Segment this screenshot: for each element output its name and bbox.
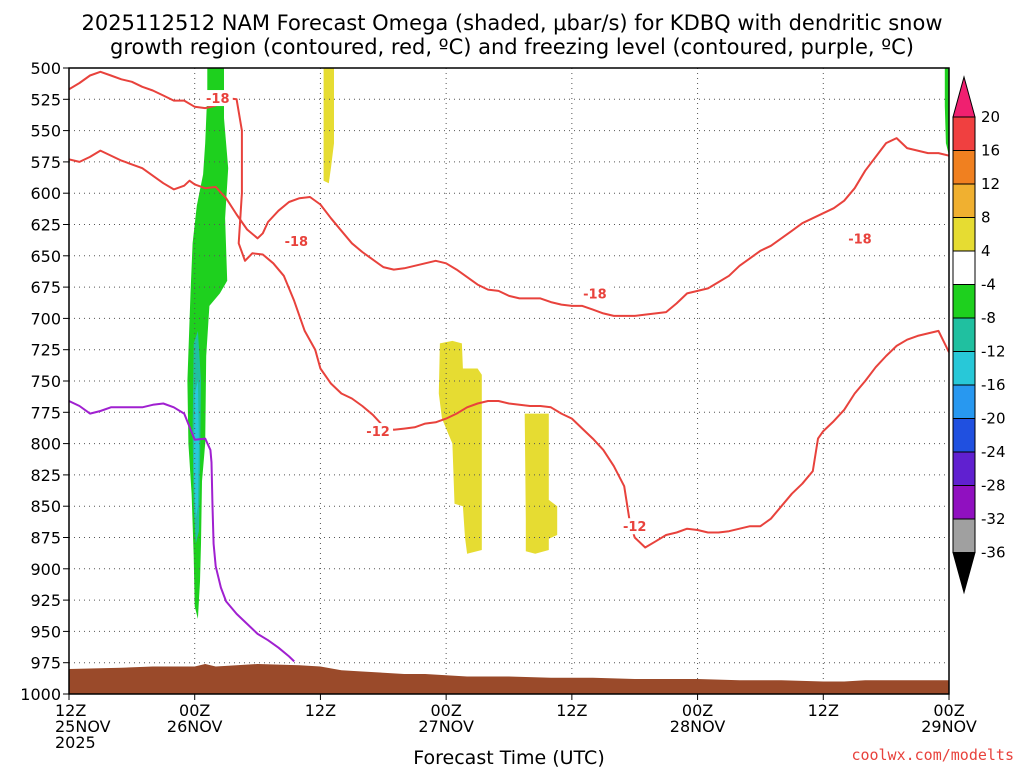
colorbar-segment: [952, 183, 976, 218]
x-tick-label: 28NOV: [670, 717, 726, 736]
x-tick-label: 26NOV: [167, 717, 223, 736]
omega-cyan-core: [193, 381, 199, 519]
colorbar-label: -16: [981, 376, 1006, 394]
credit-text: coolwx.com/modelts: [851, 746, 1014, 764]
y-tick-label: 625: [30, 216, 61, 235]
y-tick-label: 875: [30, 529, 61, 548]
colorbar-segment: [952, 217, 976, 252]
y-tick-label: 800: [30, 435, 61, 454]
colorbar-label: -12: [981, 343, 1006, 361]
y-tick-label: 550: [30, 122, 61, 141]
x-tick-label: 00Z: [430, 701, 461, 720]
colorbar-label: 4: [981, 242, 991, 260]
contour-label-bg: [619, 518, 650, 535]
y-tick-label: 750: [30, 372, 61, 391]
x-tick-label: 2025: [55, 733, 96, 752]
colorbar-segment: [952, 284, 976, 319]
y-tick-label: 950: [30, 622, 61, 641]
dgz-minus18-lower: [69, 137, 949, 317]
contour-label: -18: [848, 232, 872, 247]
contour-label: -18: [206, 92, 230, 107]
contour-label-bg: [844, 230, 875, 247]
y-tick-label: 850: [30, 497, 61, 516]
y-tick-label: 825: [30, 466, 61, 485]
contour-label: -12: [366, 425, 390, 440]
x-tick-label: 12Z: [808, 701, 839, 720]
terrain-fill: [69, 664, 949, 694]
colorbar-label: 20: [981, 108, 1000, 126]
colorbar-bottom-arrow: [952, 552, 976, 595]
colorbar: 20 16 12 8 4 -4 -8 -12 -16 -20 -24 -28 -32 -36: [952, 75, 1006, 595]
colorbar-label: -8: [981, 309, 996, 327]
x-tick-label: 29NOV: [921, 717, 977, 736]
colorbar-label: 8: [981, 209, 991, 227]
y-tick-label: 650: [30, 247, 61, 266]
contour-label: -18: [583, 287, 607, 302]
colorbar-segment: [952, 250, 976, 285]
contour-label: -18: [285, 235, 309, 250]
y-tick-label: 700: [30, 309, 61, 328]
omega-yellow-mid: [438, 340, 482, 554]
colorbar-segment: [952, 518, 976, 553]
y-tick-label: 600: [30, 184, 61, 203]
x-tick-label: 12Z: [305, 701, 336, 720]
y-tick-label: 975: [30, 654, 61, 673]
contour-label-bg: [579, 285, 610, 302]
terrain: [69, 664, 949, 694]
x-tick-label: 12Z: [55, 701, 86, 720]
y-tick-label: 900: [30, 560, 61, 579]
colorbar-label: -4: [981, 276, 996, 294]
x-tick-label: 00Z: [179, 701, 210, 720]
y-tick-label: 1000: [20, 685, 61, 704]
colorbar-segment: [952, 451, 976, 486]
y-tick-label: 525: [30, 90, 61, 109]
x-axis-title: Forecast Time (UTC): [413, 747, 604, 768]
colorbar-label: -28: [981, 477, 1006, 495]
freezing-level: [69, 400, 295, 663]
colorbar-label: -20: [981, 410, 1006, 428]
contour-label: -12: [623, 520, 647, 535]
y-axis: 500 525 550 575 600 625 650 675 700 725 750 775 800 8…: [20, 59, 69, 704]
omega-green-edge: [944, 68, 949, 156]
colorbar-label: -32: [981, 510, 1006, 528]
colorbar-label: 12: [981, 175, 1000, 193]
title-line-2: growth region (contoured, red, ºC) and f…: [110, 35, 914, 59]
omega-yellow-top: [323, 68, 334, 184]
colorbar-segment: [952, 317, 976, 352]
colorbar-segment: [952, 485, 976, 520]
y-tick-label: 775: [30, 403, 61, 422]
y-tick-label: 725: [30, 341, 61, 360]
colorbar-segment: [952, 116, 976, 151]
contour-label-bg: [202, 90, 233, 107]
colorbar-top-arrow: [952, 75, 976, 118]
contour-labels: -18 -18 -18 -18 -12 -12: [202, 90, 875, 535]
y-tick-label: 925: [30, 591, 61, 610]
omega-yellow-right: [524, 413, 558, 554]
colorbar-label: -36: [981, 544, 1006, 562]
title-line-1: 2025112512 NAM Forecast Omega (shaded, μ…: [81, 11, 942, 35]
colorbar-segment: [952, 384, 976, 419]
contour-label-bg: [281, 232, 312, 249]
y-tick-label: 575: [30, 153, 61, 172]
y-tick-label: 675: [30, 278, 61, 297]
omega-shading: [187, 68, 949, 619]
colorbar-segment: [952, 351, 976, 386]
colorbar-segment: [952, 150, 976, 185]
x-tick-label: 00Z: [933, 701, 964, 720]
colorbar-label: 16: [981, 142, 1000, 160]
x-tick-label: 12Z: [556, 701, 587, 720]
colorbar-segment: [952, 418, 976, 453]
x-tick-label: 25NOV: [55, 717, 111, 736]
contour-label-bg: [363, 423, 394, 440]
x-tick-label: 00Z: [682, 701, 713, 720]
omega-green-main: [187, 68, 229, 619]
colorbar-label: -24: [981, 443, 1006, 461]
x-tick-label: 27NOV: [418, 717, 474, 736]
y-tick-label: 500: [30, 59, 61, 78]
